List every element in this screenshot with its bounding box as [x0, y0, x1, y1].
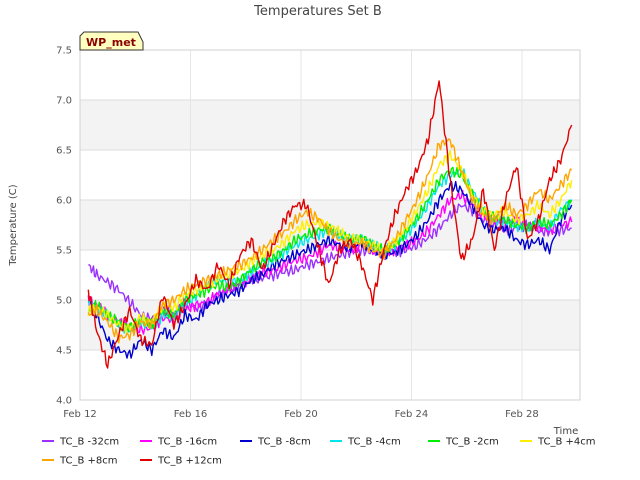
x-tick-label: Feb 20 [284, 409, 318, 420]
x-tick-label: Feb 24 [395, 409, 429, 420]
series-line-tc-b-12cm [87, 80, 573, 369]
y-axis-ticks: 4.0 4.5 5.0 5.5 6.0 6.5 7.0 7.5 [56, 46, 72, 407]
badge-shape [79, 31, 144, 51]
legend-item: TC_B +4cm [520, 437, 596, 448]
legend-label: TC_B -32cm [59, 437, 119, 448]
legend-label: TC_B -16cm [157, 437, 217, 448]
plot-band [80, 100, 580, 150]
y-tick-label: 6.0 [56, 196, 72, 207]
x-axis-label: Time [553, 426, 578, 437]
y-axis-label: Temperature (C) [8, 184, 19, 266]
y-tick-label: 7.5 [56, 46, 72, 57]
legend: TC_B -32cm TC_B -16cm TC_B -8cm TC_B -4cm TC… [42, 437, 596, 467]
legend-item: TC_B +8cm [42, 456, 118, 467]
legend-item: TC_B -8cm [240, 437, 311, 448]
y-tick-label: 7.0 [56, 96, 72, 107]
y-tick-label: 4.5 [56, 346, 72, 357]
series-layer [87, 80, 573, 369]
plot-band [80, 50, 580, 100]
legend-item: TC_B -16cm [140, 437, 217, 448]
legend-label: TC_B +4cm [537, 437, 596, 448]
chart-title: Temperatures Set B [253, 4, 382, 19]
legend-item: TC_B -32cm [42, 437, 119, 448]
x-tick-label: Feb 12 [63, 409, 97, 420]
legend-item: TC_B +12cm [140, 456, 222, 467]
y-tick-label: 5.5 [56, 246, 72, 257]
legend-item: TC_B -4cm [330, 437, 401, 448]
legend-label: TC_B -8cm [257, 437, 311, 448]
x-tick-label: Feb 28 [505, 409, 539, 420]
plot-band [80, 350, 580, 400]
y-tick-label: 6.5 [56, 146, 72, 157]
y-tick-label: 4.0 [56, 396, 72, 407]
legend-label: TC_B +8cm [59, 456, 118, 467]
legend-label: TC_B +12cm [157, 456, 222, 467]
legend-label: TC_B -4cm [347, 437, 401, 448]
plot-band [80, 150, 580, 200]
x-axis-ticks: Feb 12 Feb 16 Feb 20 Feb 24 Feb 28 [63, 409, 539, 420]
plot-bands [80, 50, 580, 400]
station-badge: WP_met [79, 31, 144, 51]
legend-item: TC_B -2cm [428, 437, 499, 448]
x-tick-label: Feb 16 [174, 409, 208, 420]
legend-label: TC_B -2cm [445, 437, 499, 448]
y-tick-label: 5.0 [56, 296, 72, 307]
plot-frame [79, 49, 581, 401]
badge-label: WP_met [86, 36, 136, 49]
